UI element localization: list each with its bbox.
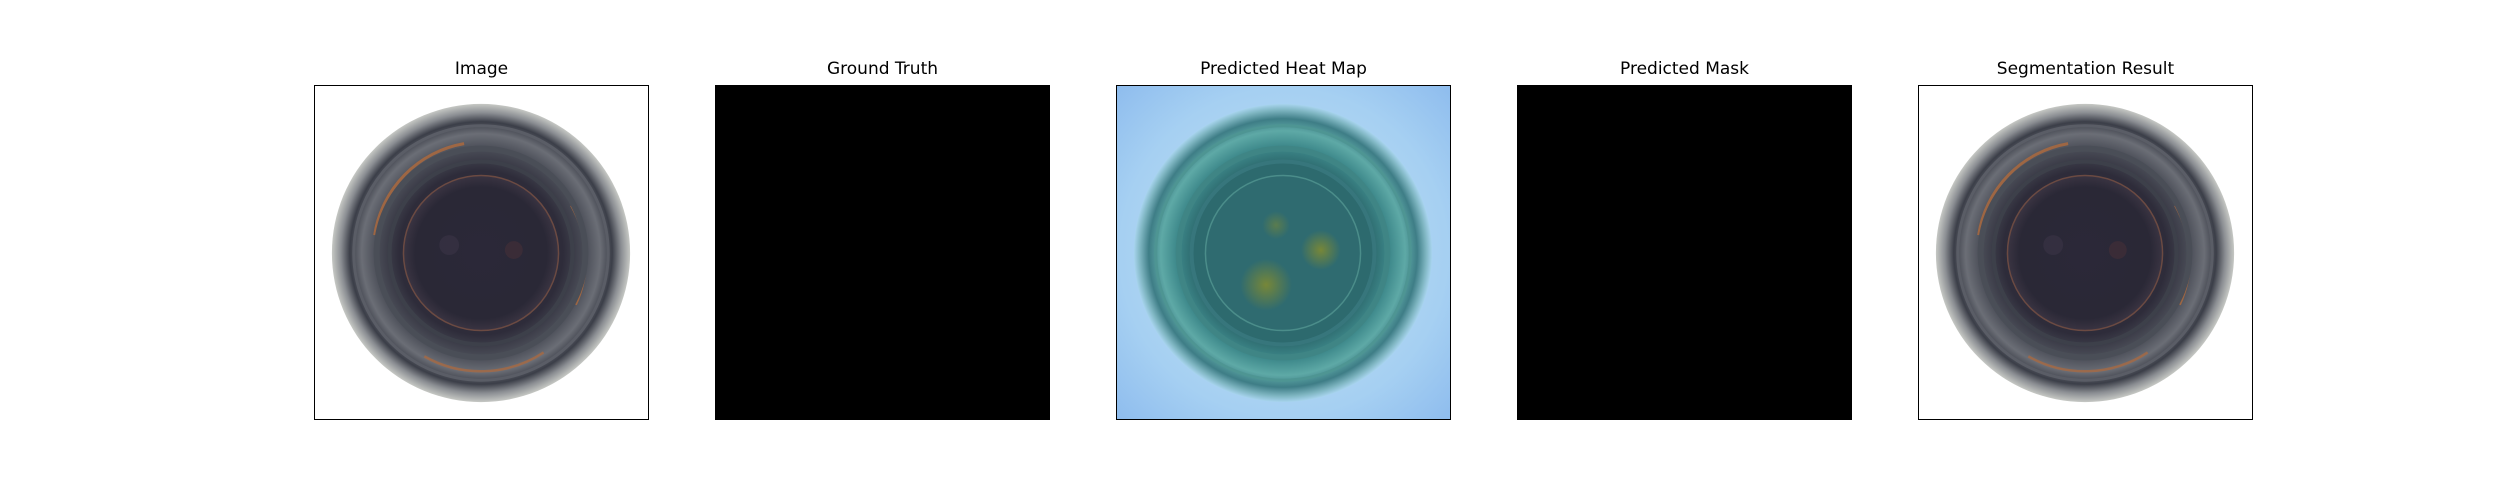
segmentation-result-image	[1919, 86, 2252, 419]
panel-title-heat-map: Predicted Heat Map	[1200, 59, 1367, 79]
predicted-mask-panel	[1517, 85, 1852, 420]
heat-map-panel	[1116, 85, 1451, 420]
panel-title-predicted-mask: Predicted Mask	[1620, 59, 1749, 79]
bottle-cap-image	[315, 86, 648, 419]
heat-map-image	[1117, 86, 1450, 419]
ground-truth-panel	[715, 85, 1050, 420]
segmentation-result-panel	[1918, 85, 2253, 420]
image-panel	[314, 85, 649, 420]
panel-title-image: Image	[454, 59, 509, 79]
panel-title-segmentation-result: Segmentation Result	[1996, 59, 2175, 79]
panel-title-ground-truth: Ground Truth	[826, 59, 939, 79]
